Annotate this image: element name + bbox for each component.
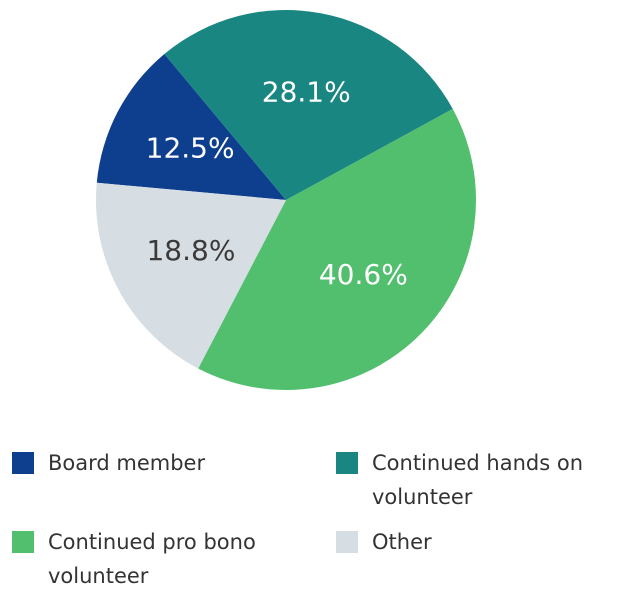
legend-item: Other <box>336 525 634 559</box>
legend-item: Board member <box>12 446 310 480</box>
legend-swatch <box>336 531 358 553</box>
legend-item: Continued hands on volunteer <box>336 446 634 514</box>
legend-label: Continued hands on volunteer <box>372 451 584 509</box>
legend-swatch <box>12 452 34 474</box>
slice-label: 28.1% <box>262 76 351 109</box>
slice-label: 12.5% <box>146 132 235 165</box>
legend-label: Board member <box>48 451 206 475</box>
legend-label: Other <box>372 530 432 554</box>
legend-swatch <box>336 452 358 474</box>
pie-chart: 12.5% 28.1% 40.6% 18.8% <box>96 9 477 391</box>
slice-label: 40.6% <box>319 258 408 291</box>
pie-slice <box>164 9 453 201</box>
pie-slice <box>96 54 286 201</box>
legend-swatch <box>12 531 34 553</box>
legend-item: Continued pro bono volunteer <box>12 525 310 593</box>
legend-label: Continued pro bono volunteer <box>48 530 256 588</box>
slice-label: 18.8% <box>146 234 235 267</box>
pie-slice <box>198 108 477 391</box>
pie-slice <box>96 182 286 369</box>
